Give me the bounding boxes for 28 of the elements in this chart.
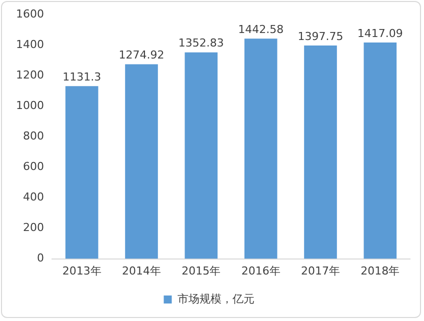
- y-tick-label: 0: [36, 252, 44, 265]
- y-tick-label: 400: [22, 190, 44, 204]
- data-label: 1352.83: [178, 36, 224, 50]
- bar: [184, 52, 218, 259]
- data-label: 1274.92: [118, 48, 164, 62]
- x-tick-label: 2016年: [241, 264, 280, 278]
- x-tick-label: 2015年: [182, 264, 221, 278]
- data-label: 1442.58: [238, 22, 284, 36]
- x-tick-label: 2018年: [360, 264, 400, 278]
- bar: [125, 64, 158, 259]
- data-label: 1417.09: [357, 26, 403, 40]
- y-tick-label: 200: [22, 221, 44, 234]
- data-label: 1131.3: [62, 70, 102, 84]
- data-label: 1397.75: [298, 30, 344, 43]
- y-tick-label: 1400: [16, 38, 44, 51]
- y-tick-label: 600: [22, 160, 44, 174]
- legend-label: 市场规模，亿元: [177, 292, 254, 306]
- y-tick-label: 1200: [16, 68, 44, 82]
- y-tick-label: 800: [22, 130, 44, 143]
- x-tick-label: 2017年: [301, 264, 340, 278]
- bar: [364, 42, 397, 259]
- bar: [65, 86, 98, 259]
- x-tick-label: 2014年: [122, 264, 161, 278]
- x-tick-label: 2013年: [62, 264, 102, 278]
- bar: [304, 45, 337, 259]
- y-tick-label: 1600: [16, 7, 44, 20]
- y-tick-label: 1000: [16, 99, 44, 112]
- bar: [244, 38, 278, 259]
